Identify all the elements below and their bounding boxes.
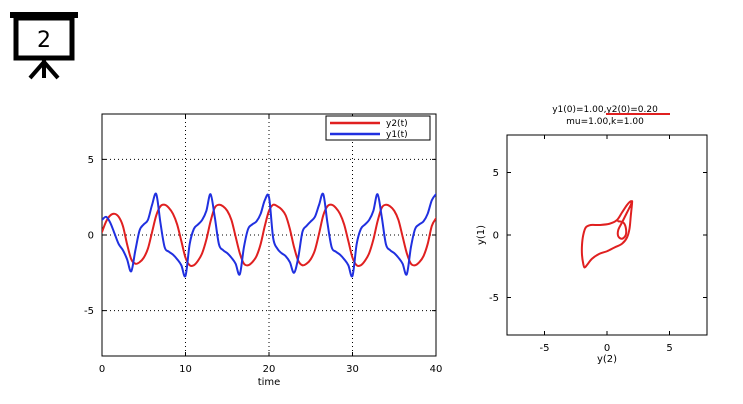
time-series-legend: y2(t) y1(t)	[325, 115, 431, 141]
x-tick-label: 5	[666, 343, 672, 354]
phase-lines	[580, 200, 634, 269]
x-tick-label: 10	[179, 364, 192, 375]
y-tick-label: -5	[84, 306, 94, 317]
x-tick-label: -5	[540, 343, 550, 354]
phase-portrait-chart: y1(0)=1.00,y2(0)=0.20 mu=1.00,k=1.00 -5 0…	[476, 105, 708, 365]
time-series-ticks: 0 10 20 30 40 -5 0 5	[84, 114, 442, 375]
x-tick-label: 0	[604, 343, 610, 354]
phase-plot-frame	[506, 134, 708, 336]
y-tick-label: 0	[493, 231, 499, 242]
time-series-xlabel: time	[258, 377, 281, 388]
phase-subtitle: mu=1.00,k=1.00	[566, 117, 644, 127]
y-tick-label: 0	[88, 231, 94, 242]
time-series-grid	[102, 114, 436, 356]
phase-title: y1(0)=1.00,y2(0)=0.20	[552, 105, 658, 115]
series-line-y1t	[102, 192, 436, 278]
legend-label-y2: y2(t)	[386, 119, 408, 129]
x-tick-label: 0	[99, 364, 105, 375]
y-tick-label: -5	[489, 293, 499, 304]
x-tick-label: 30	[346, 364, 359, 375]
legend-label-y1: y1(t)	[386, 130, 408, 140]
x-tick-label: 20	[263, 364, 276, 375]
y-tick-label: 5	[88, 155, 94, 166]
phase-ylabel: y(1)	[476, 225, 487, 245]
time-series-lines	[102, 192, 436, 278]
phase-xlabel: y(2)	[597, 354, 617, 365]
badge-number: 2	[37, 28, 51, 53]
phase-ticks: -5 0 5 -5 0 5	[489, 135, 707, 354]
presentation-board-icon: 2	[10, 12, 78, 80]
x-tick-label: 40	[430, 364, 443, 375]
y-tick-label: 5	[493, 168, 499, 179]
time-series-chart: 0 10 20 30 40 -5 0 5 time y2(t) y1(t)	[84, 113, 442, 388]
series-line-trajectory	[580, 200, 634, 269]
